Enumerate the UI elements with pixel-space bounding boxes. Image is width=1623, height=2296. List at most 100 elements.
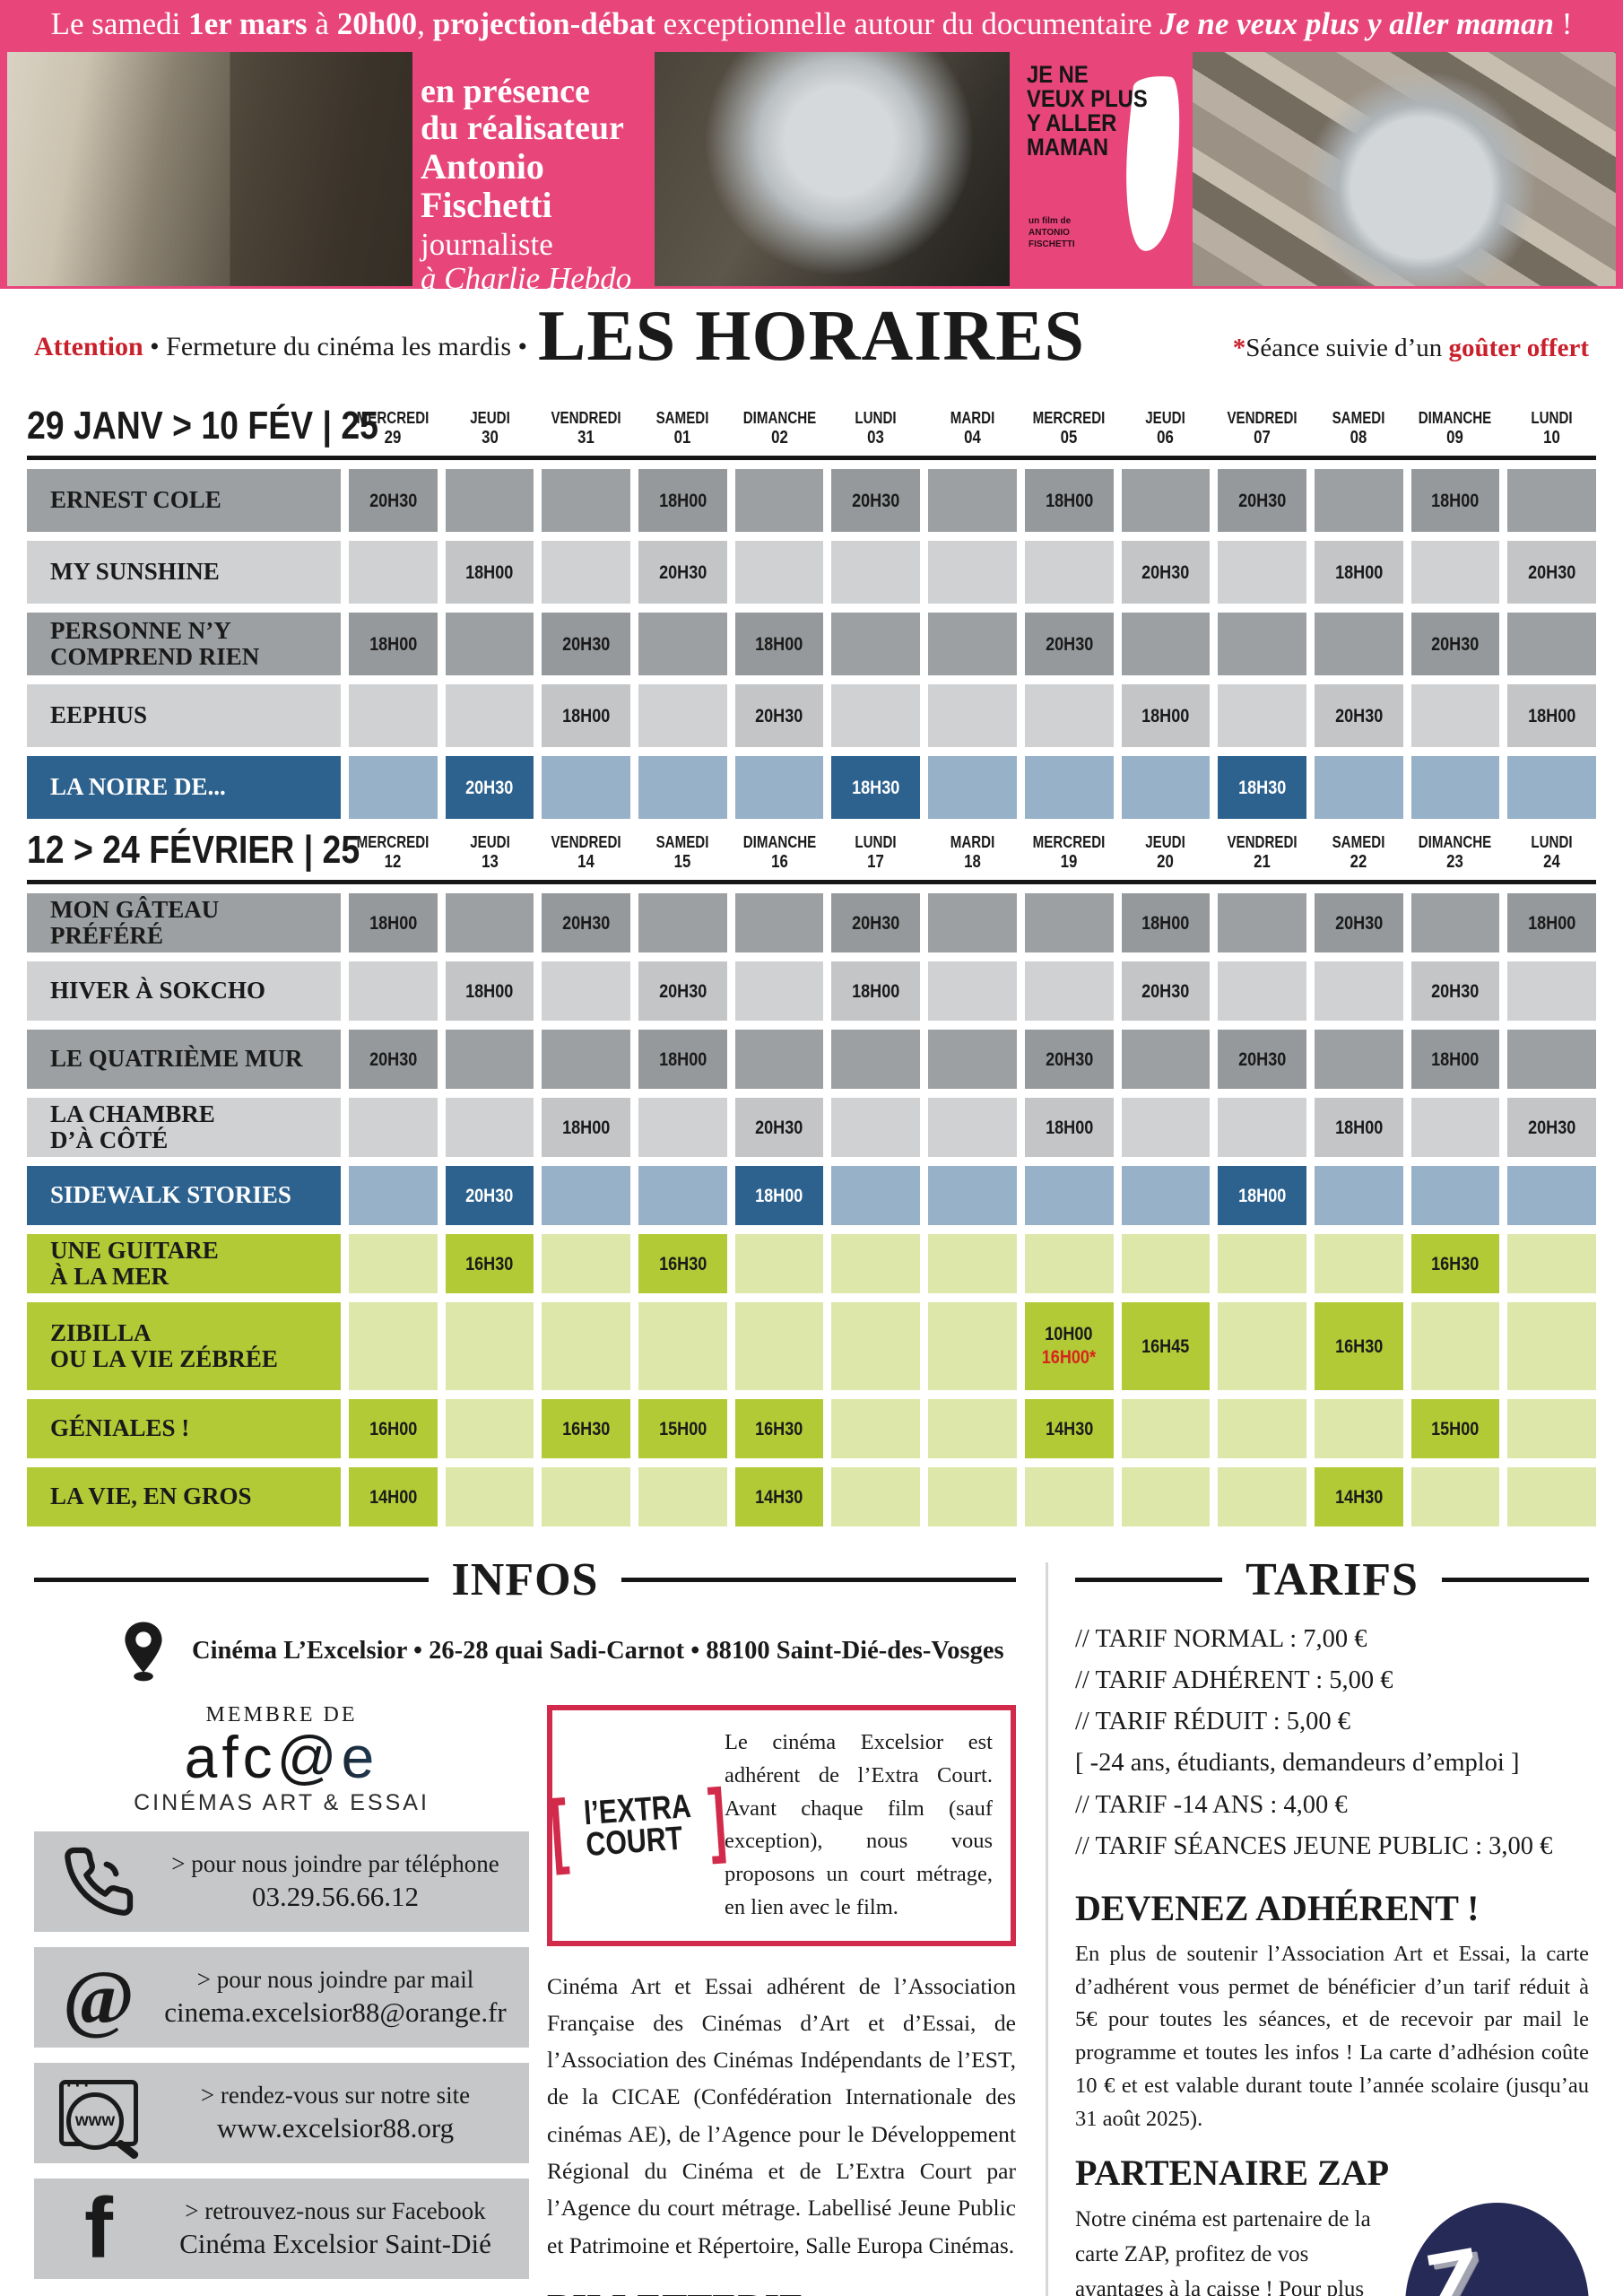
showtime-cell: 18H00 <box>542 684 631 747</box>
photo-antonio-fischetti <box>655 52 1010 286</box>
empty-cell <box>445 1302 534 1390</box>
showtime-cell: 20H30 <box>542 893 631 952</box>
empty-cell <box>1410 1098 1500 1157</box>
empty-cell <box>349 684 438 747</box>
showtime-cell: 18H00 <box>1024 469 1114 532</box>
film-row: UNE GUITARE À LA MER 16H30 16H30 16H30 <box>27 1234 1596 1293</box>
showtime-cell: 18H00 <box>734 1166 824 1225</box>
empty-cell <box>1218 613 1306 675</box>
empty-cell <box>1314 1030 1403 1089</box>
infos-heading: INFOS <box>34 1553 1017 1606</box>
day-header: DIMANCHE 23 <box>1419 833 1492 872</box>
www-magnifier: www <box>66 2092 124 2150</box>
film-row: GÉNIALES ! 16H00 16H30 15H00 16H30 14H30 15H00 <box>27 1399 1596 1458</box>
film-title: ZIBILLA OU LA VIE ZÉBRÉE <box>27 1302 341 1390</box>
contact-text: > pour nous joindre par téléphone 03.29.… <box>156 1849 515 1915</box>
empty-cell <box>1024 1467 1114 1526</box>
empty-cell <box>638 1166 727 1225</box>
film-row: SIDEWALK STORIES 20H30 18H00 18H00 <box>27 1166 1596 1225</box>
showtime: 10H00 <box>1045 1323 1093 1345</box>
showtime-cell: 18H00 <box>1507 684 1596 747</box>
empty-cell <box>928 469 1017 532</box>
empty-cell <box>638 893 727 952</box>
film-poster: JE NE VEUX PLUS Y ALLER MAMAN un film de… <box>1018 52 1187 286</box>
empty-cell <box>542 1166 631 1225</box>
empty-cell <box>349 1234 438 1293</box>
billetterie-title: BILLETTERIE <box>547 2287 1016 2296</box>
day-header: MARDI 04 <box>950 409 995 448</box>
showtime-cell: 20H30 <box>1218 1030 1306 1089</box>
day-header: JEUDI 06 <box>1145 409 1186 448</box>
empty-cell <box>1507 1467 1596 1526</box>
empty-cell <box>831 613 921 675</box>
showtime-cell: 16H45 <box>1121 1302 1211 1390</box>
website-url[interactable]: www.excelsior88.org <box>216 2111 455 2144</box>
empty-cell <box>349 541 438 604</box>
showtime-cell: 20H30 <box>1024 613 1114 675</box>
empty-cell <box>1410 684 1500 747</box>
showtime-cell: 20H30 <box>1218 469 1306 532</box>
film-row: LA VIE, EN GROS 14H00 14H30 14H30 <box>27 1467 1596 1526</box>
empty-cell <box>928 1166 1017 1225</box>
showtime-cell: 20H30 <box>638 961 727 1021</box>
empty-cell <box>1507 756 1596 819</box>
showtime-cell: 15H00 <box>1410 1399 1500 1458</box>
empty-cell <box>1024 1166 1114 1225</box>
zap-logo-letter: A <box>1478 2283 1532 2296</box>
day-header: SAMEDI 01 <box>656 409 709 448</box>
headline-segment: Je ne veux plus y aller maman <box>1159 6 1555 41</box>
empty-cell <box>1121 1098 1211 1157</box>
empty-cell <box>1410 1302 1500 1390</box>
presence-line: du réalisateur <box>421 109 624 148</box>
empty-cell <box>1507 613 1596 675</box>
day-header: DIMANCHE 16 <box>742 833 816 872</box>
footnote-highlight: goûter offert <box>1448 334 1589 362</box>
tarifs-title: TARIFS <box>1245 1554 1419 1605</box>
facebook-page-name[interactable]: Cinéma Excelsior Saint-Dié <box>179 2227 491 2259</box>
showtime-cell: 18H00 <box>445 961 534 1021</box>
empty-cell <box>928 893 1017 952</box>
association-paragraph: Cinéma Art et Essai adhérent de l’Associ… <box>547 1972 1016 2258</box>
empty-cell <box>1218 1302 1306 1390</box>
period-label: 29 JANV > 10 FÉV | 25 <box>27 404 378 448</box>
empty-cell <box>734 961 824 1021</box>
showtime-cell: 20H30 <box>831 893 921 952</box>
showtime-cell: 16H30 <box>542 1399 631 1458</box>
schedule-table: 12 > 24 FÉVRIER | 25 MERCREDI 12 JEUDI 13 VEN… <box>27 828 1596 1526</box>
empty-cell <box>928 1467 1017 1526</box>
facebook-glyph: f <box>84 2179 113 2276</box>
zap-row: Notre cinéma est partenaire de la carte … <box>1075 2203 1589 2296</box>
day-header: VENDREDI 31 <box>551 409 621 448</box>
infos-section: INFOS Cinéma L’Excelsior • 26-28 quai Sa… <box>34 1553 1017 2296</box>
heading-rule <box>34 1578 429 1582</box>
empty-cell <box>1410 1166 1500 1225</box>
film-row: MON GÂTEAU PRÉFÉRÉ 18H00 20H30 20H30 18H00 20… <box>27 893 1596 952</box>
empty-cell <box>349 1098 438 1157</box>
tarif-line: // TARIF NORMAL : 7,00 € <box>1075 1625 1367 1653</box>
day-header: LUNDI 03 <box>855 409 897 448</box>
empty-cell <box>1121 1234 1211 1293</box>
empty-cell <box>445 1098 534 1157</box>
empty-cell <box>1507 1030 1596 1089</box>
film-title: GÉNIALES ! <box>27 1399 341 1458</box>
showtime-cell: 20H30 <box>1507 541 1596 604</box>
presence-line: en présence <box>421 73 590 110</box>
empty-cell <box>1507 961 1596 1021</box>
empty-cell <box>831 1302 921 1390</box>
showtime-cell: 20H30 <box>831 469 921 532</box>
empty-cell <box>831 1030 921 1089</box>
afcae-logo: afc@e <box>34 1727 529 1787</box>
day-header: MERCREDI 05 <box>1032 409 1106 448</box>
extra-court-logo: [ l’EXTRA COURT ] <box>548 1773 729 1876</box>
location-pin-icon <box>125 1622 162 1682</box>
empty-cell <box>928 961 1017 1021</box>
email-address[interactable]: cinema.excelsior88@orange.fr <box>164 1996 507 2028</box>
contact-text: > pour nous joindre par mail cinema.exce… <box>156 1965 515 2031</box>
showtime-cell: 20H30 <box>1024 1030 1114 1089</box>
empty-cell <box>638 1302 727 1390</box>
period-label: 12 > 24 FÉVRIER | 25 <box>27 828 360 872</box>
film-row: LA NOIRE DE... 20H30 18H30 18H30 <box>27 756 1596 819</box>
poster-credit: un film de ANTONIO FISCHETTI <box>1028 216 1075 249</box>
day-header: VENDREDI 21 <box>1227 833 1298 872</box>
showtime-cell: 18H00 <box>1410 469 1500 532</box>
